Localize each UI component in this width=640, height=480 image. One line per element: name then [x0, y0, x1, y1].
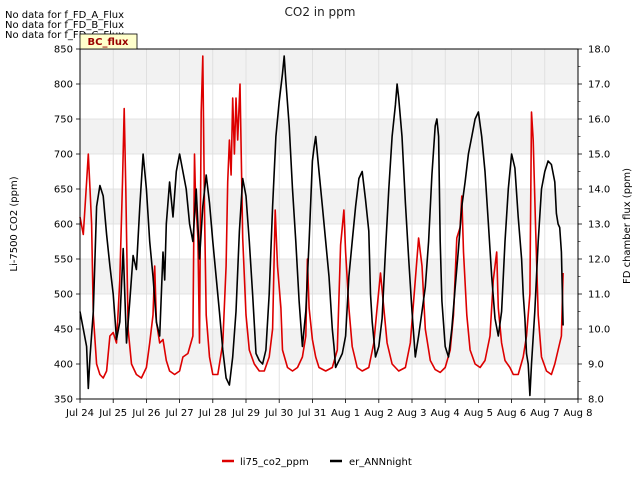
no-data-message-a: No data for f_FD_A_Flux: [5, 10, 124, 21]
x-tick-label: Aug 1: [331, 408, 360, 419]
y-right-tick-label: 11.0: [588, 290, 610, 301]
y-right-tick-label: 9.0: [588, 360, 604, 371]
series-line-er_ANNnight: [79, 55, 564, 397]
x-tick-label: Aug 5: [464, 408, 493, 419]
no-data-message-b: No data for f_FD_B_Flux: [5, 20, 124, 31]
y-right-tick-label: 18.0: [588, 45, 610, 56]
y-left-tick-label: 350: [54, 395, 73, 406]
bc-flux-badge-box: [79, 33, 138, 50]
y-right-tick-label: 8.0: [588, 395, 604, 406]
y-left-tick-label: 600: [54, 220, 73, 231]
y-right-tick-label: 10.0: [588, 325, 610, 336]
y-right-tick-label: 13.0: [588, 220, 610, 231]
y-right-tick-label: 14.0: [588, 185, 610, 196]
legend: li75_co2_ppm er_ANNnight: [222, 457, 412, 468]
x-tick-label: Aug 7: [530, 408, 559, 419]
x-tick-label: Jul 29: [231, 408, 260, 419]
background-bands: [80, 49, 578, 364]
x-tick-label: Aug 3: [397, 408, 426, 419]
series-layer: [79, 55, 564, 397]
x-tick-label: Jul 26: [131, 408, 160, 419]
y-right-tick-label: 16.0: [588, 115, 610, 126]
y-left-tick-label: 800: [54, 80, 73, 91]
y-left-tick-label: 850: [54, 45, 73, 56]
x-tick-label: Jul 31: [297, 408, 326, 419]
legend-label-er-annnight: er_ANNnight: [349, 457, 412, 468]
y-right-tick-label: 12.0: [588, 255, 610, 266]
y-axis-right: 8.0 9.0 10.0 11.0 12.0 13.0 14.0 15.0 16.0 17.0 18…: [578, 45, 610, 406]
x-tick-label: Aug 4: [431, 408, 460, 419]
background-band: [80, 189, 578, 224]
y-right-tick-label: 15.0: [588, 150, 610, 161]
no-data-message-c: No data for f_FD_C_Flux: [5, 30, 124, 41]
x-tick-label: Jul 25: [98, 408, 127, 419]
x-axis: Jul 24 Jul 25 Jul 26 Jul 27 Jul 28 Jul 29 Jul …: [65, 399, 593, 419]
y-left-tick-label: 700: [54, 150, 73, 161]
background-band: [80, 49, 578, 84]
x-tick-label: Aug 8: [563, 408, 592, 419]
y-left-tick-label: 450: [54, 325, 73, 336]
y-axis-right-title: FD chamber flux (ppm): [622, 168, 633, 284]
y-left-tick-label: 500: [54, 290, 73, 301]
x-tick-label: Aug 2: [364, 408, 393, 419]
y-left-tick-label: 750: [54, 115, 73, 126]
chart-title: CO2 in ppm: [285, 5, 356, 19]
y-right-tick-label: 17.0: [588, 80, 610, 91]
background-band: [80, 119, 578, 154]
y-left-tick-label: 400: [54, 360, 73, 371]
x-tick-label: Jul 28: [198, 408, 227, 419]
x-tick-label: Aug 6: [497, 408, 526, 419]
x-tick-label: Jul 27: [165, 408, 194, 419]
y-left-tick-label: 550: [54, 255, 73, 266]
bc-flux-badge: BC_flux: [88, 37, 129, 48]
x-tick-label: Jul 30: [264, 408, 293, 419]
legend-label-li75: li75_co2_ppm: [240, 457, 309, 468]
series-line-li75_co2_ppm: [79, 55, 564, 379]
x-tick-label: Jul 24: [65, 408, 94, 419]
gridlines: [79, 48, 579, 400]
y-axis-left: 350 400 450 500 550 600 650 700 750 800 850: [54, 45, 80, 406]
background-band: [80, 329, 578, 364]
y-axis-left-title: Li-7500 CO2 (ppm): [9, 176, 20, 271]
y-left-tick-label: 650: [54, 185, 73, 196]
